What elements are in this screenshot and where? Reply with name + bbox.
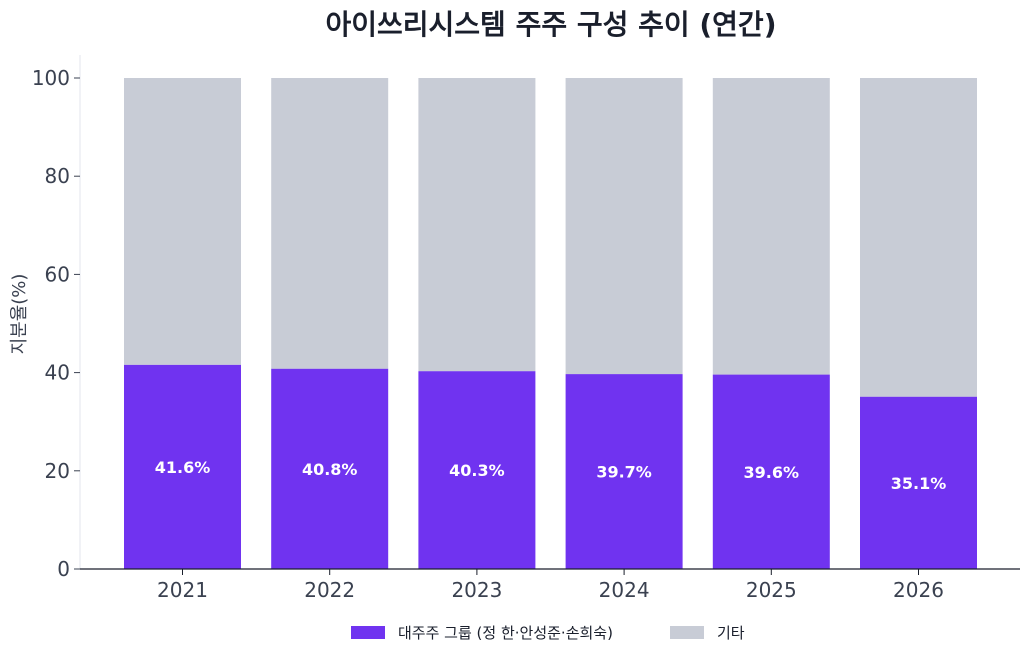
y-tick-label: 0	[57, 557, 70, 581]
y-tick-label: 60	[45, 262, 70, 286]
bar-major-2025	[712, 374, 830, 569]
bar-major-2021	[124, 364, 241, 569]
y-axis-label: 지분율(%)	[9, 274, 30, 355]
y-tick-label: 40	[45, 361, 70, 385]
bar-other-2025	[712, 78, 830, 375]
bar-major-2023	[418, 371, 536, 569]
legend-label-other: 기타	[717, 624, 745, 642]
bar-other-2021	[124, 78, 241, 365]
bar-major-2022	[271, 368, 389, 569]
bar-other-2026	[860, 78, 977, 397]
x-axis: 2021 2022 2023 2024 2025 2026	[80, 568, 1020, 602]
y-tick-label: 100	[32, 66, 70, 90]
y-axis: 0 20 40 60 80 100	[32, 55, 81, 581]
legend-label-major: 대주주 그룹 (정 한·안성준·손희숙)	[398, 624, 613, 642]
legend-swatch-major	[351, 626, 385, 639]
bars-group: 41.6% 40.8% 40.3% 39.7% 39.6% 35.1%	[124, 78, 977, 569]
x-tick-label: 2023	[451, 578, 502, 602]
data-label-2024: 39.7%	[596, 463, 652, 482]
chart-title: 아이쓰리시스템 주주 구성 추이 (연간)	[326, 8, 777, 41]
bar-other-2023	[418, 78, 536, 372]
x-tick-label: 2025	[746, 578, 797, 602]
x-tick-label: 2022	[304, 578, 355, 602]
legend-swatch-other	[670, 626, 704, 639]
data-label-2026: 35.1%	[891, 474, 947, 493]
y-tick-label: 80	[45, 164, 70, 188]
bar-other-2024	[565, 78, 683, 375]
bar-major-2024	[565, 374, 683, 569]
x-tick-label: 2024	[599, 578, 650, 602]
bar-other-2022	[271, 78, 389, 369]
data-label-2023: 40.3%	[449, 461, 505, 480]
data-label-2025: 39.6%	[744, 463, 800, 482]
x-tick-label: 2026	[893, 578, 944, 602]
data-label-2021: 41.6%	[155, 458, 211, 477]
legend: 대주주 그룹 (정 한·안성준·손희숙) 기타	[351, 624, 745, 642]
y-tick-label: 20	[45, 459, 70, 483]
x-tick-label: 2021	[157, 578, 208, 602]
data-label-2022: 40.8%	[302, 460, 358, 479]
bar-major-2026	[860, 396, 977, 569]
